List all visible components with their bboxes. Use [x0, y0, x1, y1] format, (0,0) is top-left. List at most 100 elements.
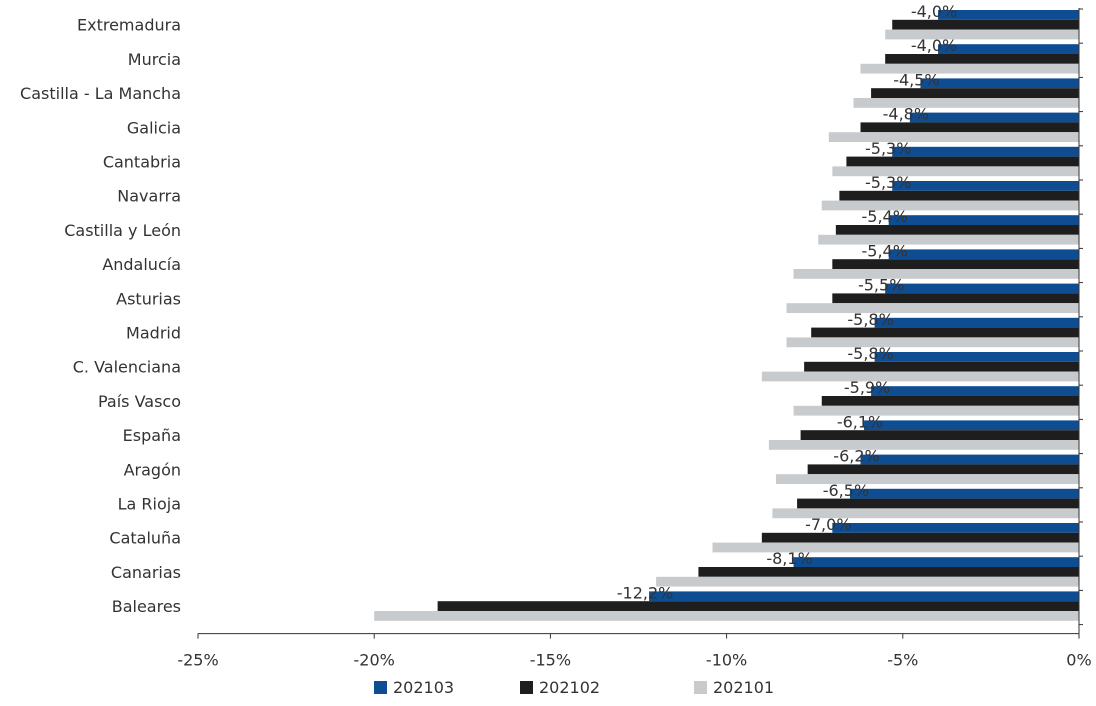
bar-cantabria-202101 — [832, 166, 1079, 177]
bar-castilla-la-mancha-202101 — [853, 98, 1079, 108]
category-label: Cataluña — [109, 529, 181, 548]
bar-pais-vasco-202103 — [871, 386, 1079, 396]
bar-aragon-202102 — [807, 464, 1079, 475]
bar-extremadura-202102 — [892, 19, 1079, 30]
bar-murcia-202102 — [885, 54, 1079, 64]
x-tick-label: -20% — [354, 651, 395, 670]
bar-madrid-202102 — [811, 327, 1079, 338]
bar-andalucia-202101 — [793, 269, 1079, 279]
bar-navarra-202103 — [892, 181, 1079, 191]
bar-asturias-202102 — [832, 293, 1079, 304]
data-label: -6,1% — [837, 412, 883, 431]
bar-cantabria-202102 — [846, 156, 1079, 167]
bar-espana-202102 — [800, 430, 1079, 440]
data-labels: -4,0% -4,0% -4,5% -4,8% -5,3% -5,3% -5,4% -5,4%… — [617, 2, 957, 602]
bar-canarias-202101 — [656, 576, 1079, 587]
bar-canarias-202102 — [698, 567, 1079, 577]
legend-swatch-202101 — [694, 681, 707, 694]
category-label: Baleares — [112, 597, 181, 616]
bar-pais-vasco-202102 — [821, 396, 1079, 406]
bar-navarra-202101 — [821, 200, 1079, 211]
x-tick-label: 0% — [1066, 651, 1091, 670]
bar-extremadura-202103 — [938, 10, 1079, 20]
bar-baleares-202102 — [437, 601, 1080, 611]
bar-castilla-y-leon-202103 — [888, 215, 1079, 225]
bar-murcia-202101 — [860, 63, 1079, 74]
bar-galicia-202101 — [828, 132, 1079, 142]
data-label: -6,5% — [823, 481, 869, 500]
bar-c-valenciana-202101 — [761, 371, 1079, 382]
bar-madrid-202103 — [874, 317, 1079, 328]
bars-group — [374, 10, 1080, 621]
category-label: Andalucía — [102, 255, 181, 274]
bar-la-rioja-202103 — [849, 488, 1079, 499]
bar-la-rioja-202101 — [772, 508, 1079, 519]
bar-extremadura-202101 — [885, 29, 1079, 40]
bar-baleares-202103 — [649, 591, 1079, 602]
bar-c-valenciana-202102 — [804, 361, 1079, 372]
bar-espana-202103 — [864, 420, 1079, 431]
legend-label-202101: 202101 — [713, 678, 774, 697]
legend-swatch-202102 — [520, 681, 533, 694]
data-label: -4,0% — [911, 2, 957, 21]
bar-andalucia-202103 — [888, 249, 1079, 260]
data-label: -6,2% — [833, 447, 879, 466]
data-label: -5,4% — [861, 207, 907, 226]
category-label: Aragón — [124, 460, 181, 479]
category-label: España — [123, 426, 181, 445]
bar-cataluna-202102 — [761, 532, 1079, 543]
category-label: Murcia — [128, 50, 181, 69]
x-tick-label: -15% — [530, 651, 571, 670]
bar-castilla-la-mancha-202103 — [920, 78, 1079, 89]
data-label: -4,8% — [883, 105, 929, 124]
x-tick-label: -10% — [706, 651, 747, 670]
bar-aragon-202103 — [860, 454, 1079, 465]
legend: 202103 202102 202101 — [374, 678, 774, 697]
category-label: Extremadura — [77, 16, 181, 35]
axes: -25% -20% -15% -10% -5% 0% — [177, 8, 1092, 670]
bar-galicia-202103 — [909, 112, 1079, 123]
category-label: Castilla y León — [64, 221, 181, 240]
category-label: Galicia — [127, 118, 181, 137]
bar-asturias-202103 — [885, 283, 1079, 294]
bar-asturias-202101 — [786, 303, 1079, 313]
data-label: -4,0% — [911, 36, 957, 55]
bar-murcia-202103 — [938, 44, 1079, 54]
bar-canarias-202103 — [793, 557, 1079, 567]
bar-c-valenciana-202103 — [874, 352, 1079, 362]
data-label: -5,4% — [861, 241, 907, 260]
data-label: -5,3% — [865, 173, 911, 192]
category-label: La Rioja — [118, 495, 181, 514]
bar-cataluna-202101 — [712, 542, 1079, 553]
data-label: -12,2% — [617, 583, 674, 602]
category-label: Navarra — [117, 187, 181, 206]
bar-castilla-y-leon-202101 — [818, 234, 1079, 245]
data-label: -4,5% — [893, 70, 939, 89]
bar-castilla-la-mancha-202102 — [871, 88, 1079, 98]
data-label: -5,9% — [844, 378, 890, 397]
legend-label-202103: 202103 — [393, 678, 454, 697]
legend-label-202102: 202102 — [539, 678, 600, 697]
bar-cantabria-202103 — [892, 146, 1079, 157]
bar-la-rioja-202102 — [797, 498, 1079, 509]
category-label: Castilla - La Mancha — [20, 84, 181, 103]
bar-aragon-202101 — [775, 474, 1079, 484]
category-label: Cantabria — [103, 153, 181, 172]
bar-baleares-202101 — [374, 611, 1079, 621]
bar-andalucia-202102 — [832, 259, 1079, 269]
bar-madrid-202101 — [786, 337, 1079, 348]
category-label: Madrid — [126, 324, 181, 343]
category-labels: Extremadura Murcia Castilla - La Mancha Gal… — [20, 16, 181, 616]
bar-castilla-y-leon-202102 — [835, 225, 1079, 235]
data-label: -5,8% — [847, 344, 893, 363]
x-tick-label: -5% — [887, 651, 918, 670]
data-label: -5,3% — [865, 139, 911, 158]
bar-pais-vasco-202101 — [793, 405, 1079, 416]
data-label: -7,0% — [805, 515, 851, 534]
bar-espana-202101 — [768, 440, 1079, 450]
category-label: Canarias — [111, 563, 181, 582]
data-label: -8,1% — [766, 549, 812, 568]
bar-cataluna-202103 — [832, 523, 1079, 533]
bar-galicia-202102 — [860, 122, 1079, 133]
